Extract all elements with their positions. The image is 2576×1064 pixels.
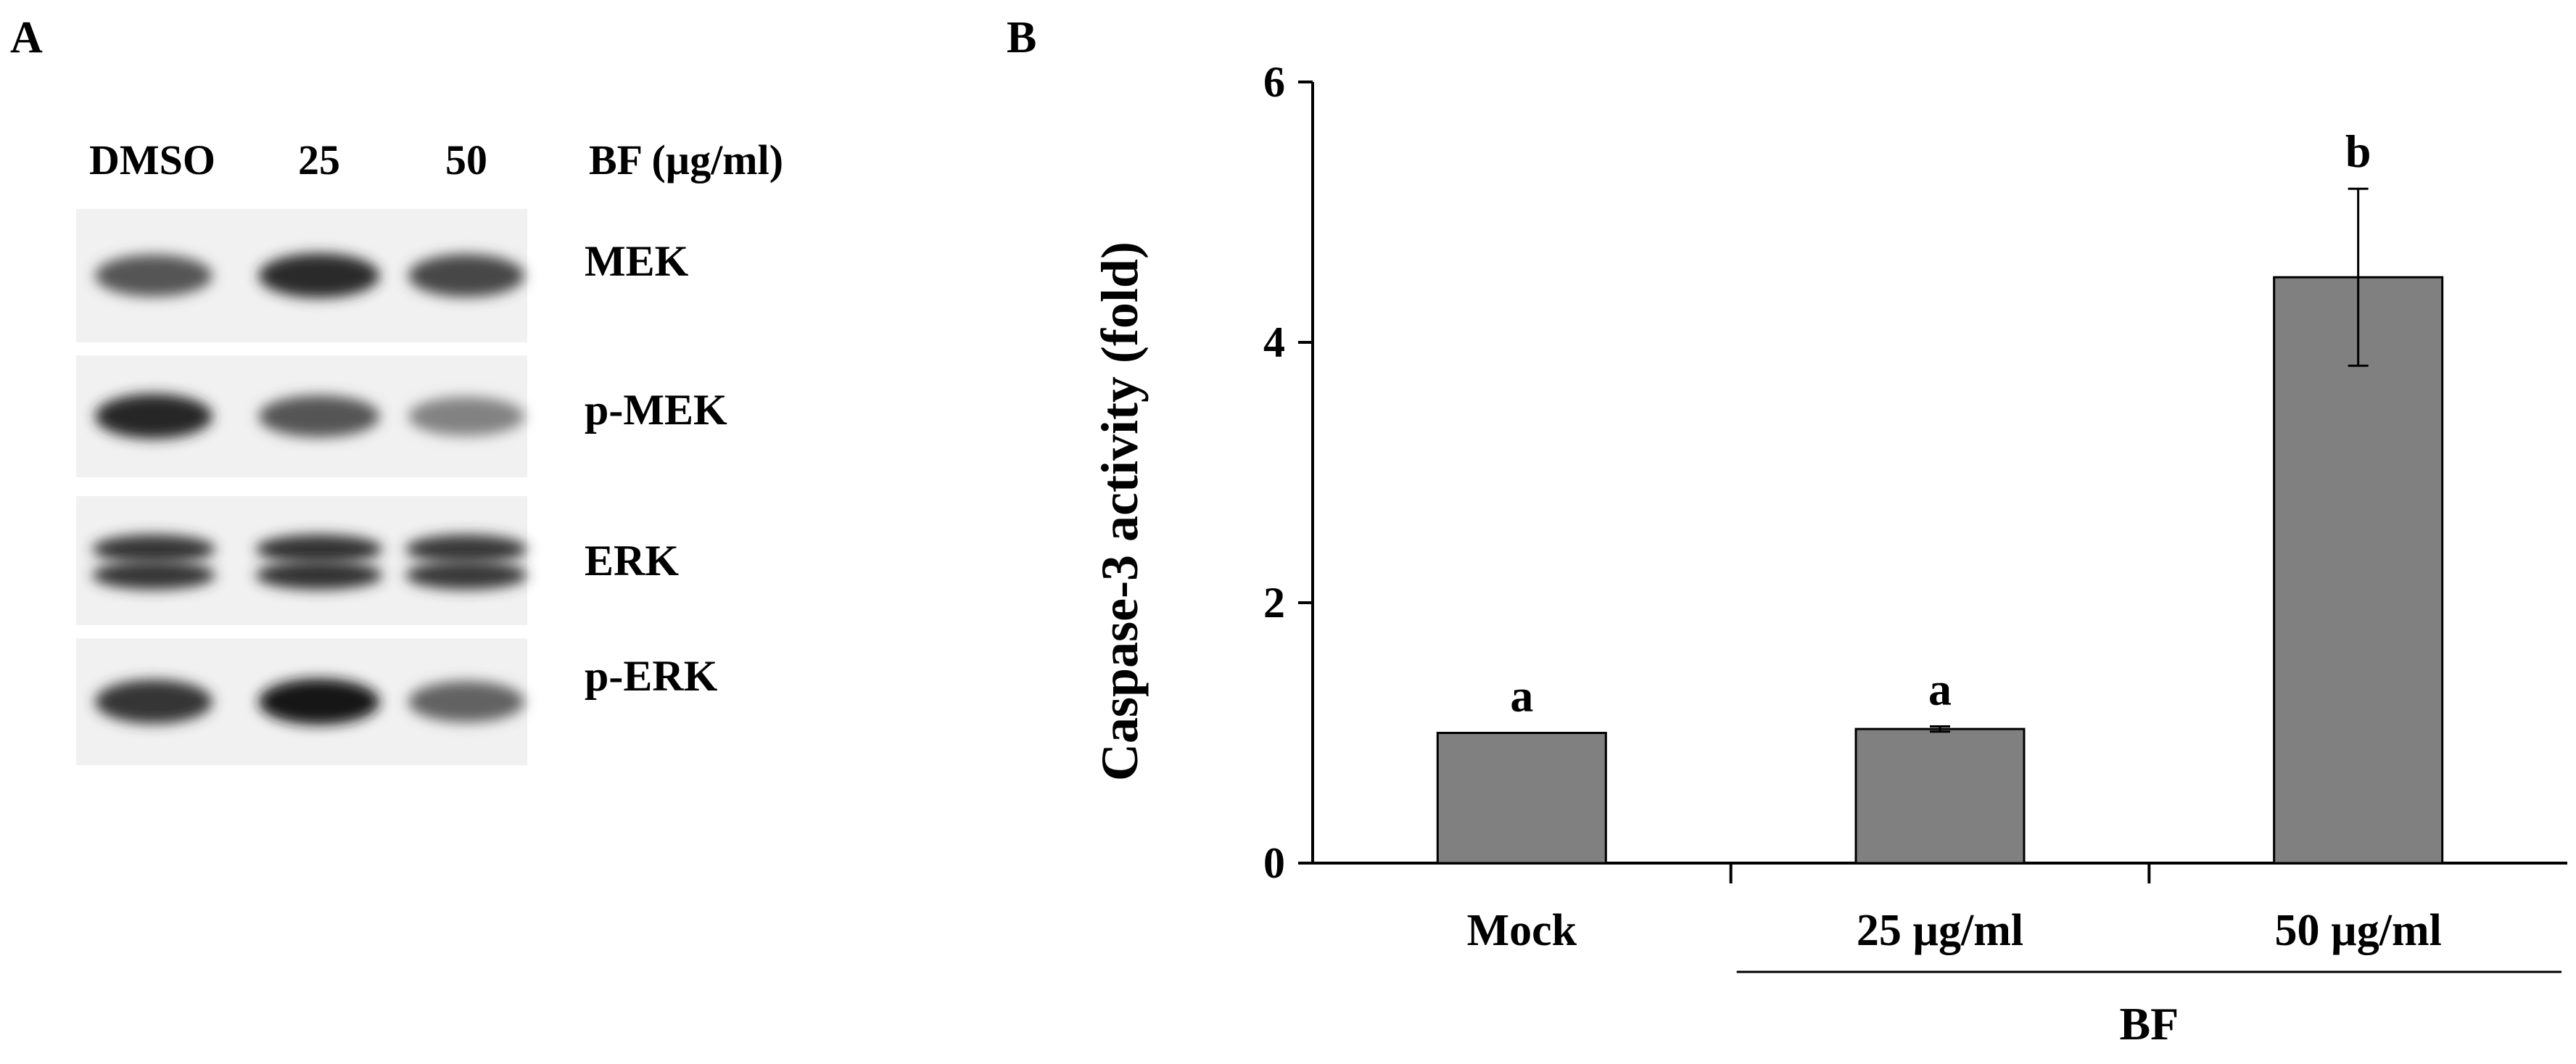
lane-label-25: 25 xyxy=(298,136,340,183)
blot-band xyxy=(258,678,380,725)
blot-band xyxy=(405,535,527,564)
protein-label: p-ERK xyxy=(585,652,718,700)
blot-band xyxy=(95,393,212,440)
category-label: 50 µg/ml xyxy=(2275,906,2442,955)
bar xyxy=(2273,276,2444,865)
blot-band xyxy=(92,535,215,564)
group-label: BF xyxy=(2119,998,2179,1049)
blot-band xyxy=(405,561,527,590)
bar xyxy=(1854,727,2026,865)
blot-band xyxy=(92,561,215,590)
chart-bars xyxy=(1436,187,2444,865)
blot-band xyxy=(258,253,380,298)
blot-band xyxy=(95,680,212,724)
significance-label: b xyxy=(2345,125,2371,177)
blot-band xyxy=(95,255,212,297)
panel-b-letter: B xyxy=(1007,13,1036,62)
protein-label: p-MEK xyxy=(585,386,727,434)
panel-a-letter: A xyxy=(10,13,43,62)
chart-labels: 0 2 4 6 a Mock a 25 µg/ml b 50 µg/ml BF xyxy=(1263,58,2442,1049)
blot-band xyxy=(258,395,380,437)
significance-label: a xyxy=(1510,670,1533,722)
blot-strips: MEK p-MEK ERK p-ERK xyxy=(76,209,727,765)
bar xyxy=(1436,732,1607,865)
protein-label: MEK xyxy=(585,237,689,285)
y-tick-label: 6 xyxy=(1263,58,1285,106)
blot-band xyxy=(255,561,383,590)
lane-label-dmso: DMSO xyxy=(89,136,215,183)
category-label: 25 µg/ml xyxy=(1857,906,2023,955)
blot-band xyxy=(408,396,524,437)
y-tick-label: 4 xyxy=(1263,318,1285,366)
blot-band xyxy=(408,681,524,722)
y-tick-label: 0 xyxy=(1263,839,1285,887)
treatment-label: BF (µg/ml) xyxy=(589,136,783,183)
panel-a-western-blot: A DMSO 25 50 BF (µg/ml) MEK p-MEK ERK p-ERK xyxy=(10,13,783,765)
category-label: Mock xyxy=(1467,906,1577,955)
blot-band xyxy=(255,535,383,564)
protein-label: ERK xyxy=(585,537,679,585)
panel-b-bar-chart: B Caspase-3 activity (fold) 0 2 4 6 a Mock a 25… xyxy=(1007,13,2567,1049)
y-axis-title: Caspase-3 activity (fold) xyxy=(1091,242,1149,781)
lane-label-50: 50 xyxy=(445,136,487,183)
significance-label: a xyxy=(1928,664,1952,715)
y-tick-label: 2 xyxy=(1263,579,1285,627)
blot-band xyxy=(408,254,524,297)
